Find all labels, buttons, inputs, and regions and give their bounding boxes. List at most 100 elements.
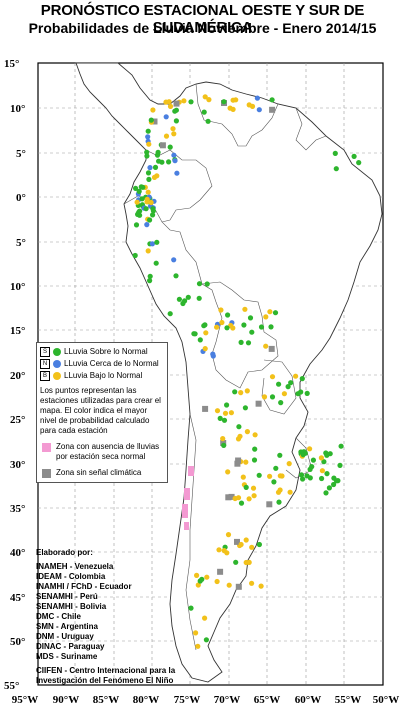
lat-label-10n: 10° (10, 103, 25, 115)
station-dot (238, 541, 244, 548)
station-dot (171, 131, 177, 137)
station-dot (145, 128, 151, 134)
station-dot (188, 605, 194, 611)
station-dot (288, 380, 294, 386)
map-subtitle: Probabilidades de Lluvia Noviembre - Ene… (28, 20, 377, 36)
pink-square-icon (42, 443, 51, 452)
station-dot (254, 95, 260, 101)
station-dot (318, 455, 324, 461)
station-dot (166, 99, 172, 105)
gray-square-icon (42, 469, 51, 478)
station-dot (216, 547, 222, 553)
lat-label-15s: 15° (10, 325, 25, 337)
dry-season-zone (182, 466, 194, 530)
station-dot (242, 306, 248, 312)
station-dot (224, 325, 230, 331)
lon-label-80w: 80°W (133, 694, 159, 706)
station-dot (145, 170, 152, 176)
lat-label-5n: 5° (16, 148, 26, 160)
station-dot (337, 462, 343, 468)
credit-agency: SENAMHI - Bolivia (36, 602, 107, 611)
station-dot (256, 107, 262, 113)
station-dots (132, 94, 362, 649)
credits-footer-line-1: CIIFEN - Centro Internacional para la (36, 666, 176, 675)
station-dot (136, 188, 142, 194)
legend-label-above-normal: LLuvia Sobre lo Normal (64, 347, 148, 356)
station-dot (219, 319, 225, 326)
lat-label-15n: 15° (4, 58, 19, 70)
lat-label-50s: 50° (10, 636, 25, 648)
no-signal-station (159, 142, 166, 149)
longitude-labels: 95°W 90°W 85°W 80°W 75°W 70°W 65°W 60°W … (12, 694, 399, 706)
station-dot (145, 189, 151, 195)
no-signal-station (202, 405, 209, 412)
station-dot (304, 390, 310, 396)
station-dot (221, 442, 227, 448)
lat-label-30s: 30° (10, 459, 25, 471)
no-signal-station (217, 568, 224, 575)
legend-item-above-normal: S LLuvia Sobre lo Normal (40, 346, 164, 358)
station-dot (228, 410, 234, 416)
station-dot (210, 351, 216, 357)
station-dot (144, 222, 150, 228)
station-dot (203, 637, 209, 643)
station-dot (167, 311, 173, 317)
station-dot (149, 241, 155, 247)
station-dot (249, 580, 255, 586)
yellow-dot-icon (53, 372, 61, 380)
station-dot (272, 310, 279, 316)
station-dot (295, 391, 301, 397)
station-dot (238, 339, 244, 345)
station-dot (214, 324, 220, 330)
station-dot (238, 500, 245, 506)
lon-label-70w: 70°W (214, 694, 240, 706)
station-dot (133, 185, 139, 191)
station-dot (225, 532, 232, 538)
station-dot (218, 307, 224, 313)
station-dot (246, 559, 252, 566)
credit-agency: SENAMHI - Perú (36, 592, 98, 601)
station-dot (245, 340, 252, 346)
station-dot (278, 400, 284, 406)
station-dot (147, 217, 153, 223)
station-dot (324, 471, 330, 477)
station-dot (170, 126, 176, 132)
legend-label-near-normal: LLuvia Cerca de lo Normal (64, 359, 159, 368)
credit-agency: IDEAM - Colombia (36, 572, 106, 581)
station-dot (285, 384, 291, 390)
station-dot (150, 212, 156, 218)
lon-label-90w: 90°W (53, 694, 79, 706)
station-dot (192, 331, 198, 337)
lat-label-25s: 25° (10, 414, 25, 426)
station-dot (242, 405, 248, 411)
no-signal-station (234, 460, 241, 467)
station-dot (252, 446, 258, 452)
legend-item-below-normal: B LLuvia Bajo lo Normal (40, 370, 164, 382)
station-dot (276, 499, 282, 505)
station-dot (152, 164, 159, 170)
station-dot (225, 469, 231, 475)
station-dot (153, 260, 159, 266)
blue-dot-icon (53, 360, 61, 368)
station-dot (269, 394, 276, 400)
no-signal-station (269, 106, 276, 113)
station-dot (172, 108, 178, 114)
station-dot (240, 474, 246, 480)
station-dot (307, 446, 313, 452)
station-dot (171, 152, 177, 158)
lat-label-45s: 45° (10, 592, 25, 604)
station-dot (204, 281, 210, 287)
station-dot (300, 452, 306, 458)
station-dot (197, 337, 203, 343)
station-dot (333, 166, 339, 172)
station-dot (304, 473, 310, 479)
station-dot (202, 346, 208, 352)
station-dot (154, 239, 160, 245)
no-signal-station (151, 118, 158, 125)
station-dot (249, 544, 255, 550)
station-dot (144, 149, 150, 155)
station-dot (293, 373, 299, 379)
no-signal-station (255, 400, 262, 407)
lon-label-60w: 60°W (295, 694, 321, 706)
station-dot (147, 278, 153, 284)
